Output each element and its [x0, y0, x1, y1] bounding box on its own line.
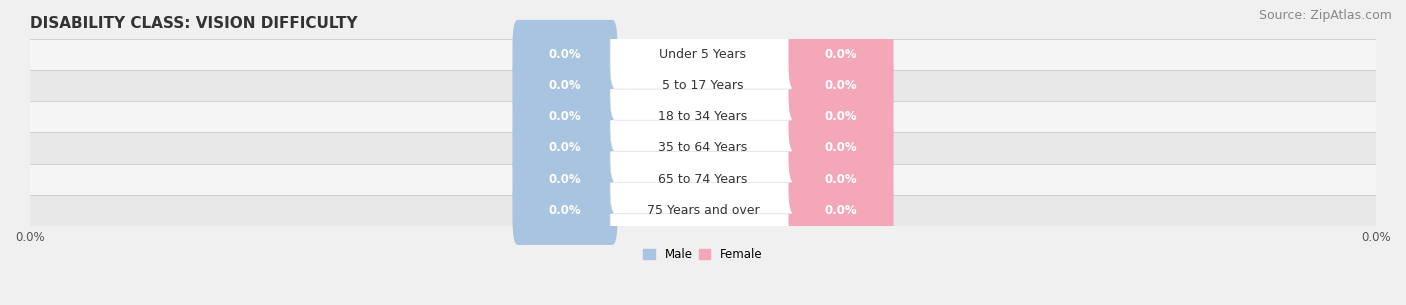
- FancyBboxPatch shape: [789, 145, 893, 214]
- FancyBboxPatch shape: [789, 82, 893, 151]
- Bar: [30, 195, 1376, 226]
- FancyBboxPatch shape: [610, 20, 796, 89]
- Text: 0.0%: 0.0%: [548, 48, 581, 61]
- Text: 0.0%: 0.0%: [548, 204, 581, 217]
- Text: 35 to 64 Years: 35 to 64 Years: [658, 142, 748, 155]
- Bar: [30, 101, 1376, 132]
- FancyBboxPatch shape: [610, 176, 796, 245]
- Text: DISABILITY CLASS: VISION DIFFICULTY: DISABILITY CLASS: VISION DIFFICULTY: [30, 16, 357, 31]
- Bar: [30, 132, 1376, 163]
- Text: 0.0%: 0.0%: [548, 79, 581, 92]
- Text: 0.0%: 0.0%: [825, 142, 858, 155]
- Text: 0.0%: 0.0%: [825, 204, 858, 217]
- Text: 0.0%: 0.0%: [548, 173, 581, 186]
- Text: 0.0%: 0.0%: [825, 48, 858, 61]
- FancyBboxPatch shape: [789, 51, 893, 120]
- Text: 0.0%: 0.0%: [548, 110, 581, 123]
- FancyBboxPatch shape: [610, 51, 796, 120]
- Text: 65 to 74 Years: 65 to 74 Years: [658, 173, 748, 186]
- Text: 75 Years and over: 75 Years and over: [647, 204, 759, 217]
- Text: Under 5 Years: Under 5 Years: [659, 48, 747, 61]
- FancyBboxPatch shape: [513, 82, 617, 151]
- Text: Source: ZipAtlas.com: Source: ZipAtlas.com: [1258, 9, 1392, 22]
- FancyBboxPatch shape: [789, 113, 893, 183]
- FancyBboxPatch shape: [513, 176, 617, 245]
- FancyBboxPatch shape: [789, 20, 893, 89]
- Legend: Male, Female: Male, Female: [644, 248, 762, 261]
- Bar: [30, 39, 1376, 70]
- FancyBboxPatch shape: [610, 145, 796, 214]
- Bar: [30, 70, 1376, 101]
- FancyBboxPatch shape: [513, 51, 617, 120]
- Text: 18 to 34 Years: 18 to 34 Years: [658, 110, 748, 123]
- FancyBboxPatch shape: [610, 113, 796, 183]
- Text: 5 to 17 Years: 5 to 17 Years: [662, 79, 744, 92]
- Text: 0.0%: 0.0%: [825, 79, 858, 92]
- FancyBboxPatch shape: [513, 145, 617, 214]
- FancyBboxPatch shape: [513, 113, 617, 183]
- FancyBboxPatch shape: [513, 20, 617, 89]
- FancyBboxPatch shape: [610, 82, 796, 151]
- Text: 0.0%: 0.0%: [825, 173, 858, 186]
- Text: 0.0%: 0.0%: [825, 110, 858, 123]
- FancyBboxPatch shape: [789, 176, 893, 245]
- Text: 0.0%: 0.0%: [548, 142, 581, 155]
- Bar: [30, 163, 1376, 195]
